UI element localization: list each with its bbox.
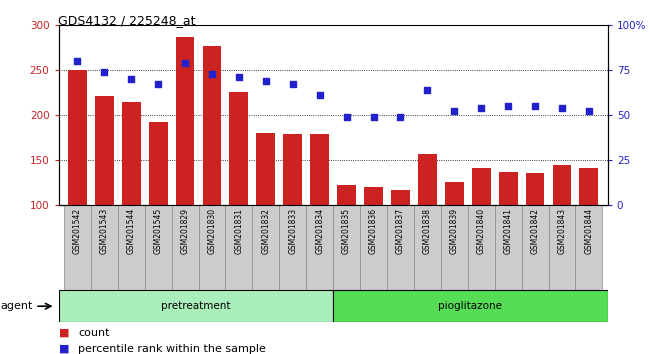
FancyBboxPatch shape (64, 205, 91, 290)
Text: GDS4132 / 225248_at: GDS4132 / 225248_at (58, 14, 196, 27)
Bar (580, 168, 599, 205)
Point (207, 71, 217, 76)
Bar (333, 290, 608, 322)
Point (369, 114, 379, 120)
FancyBboxPatch shape (306, 205, 333, 290)
FancyBboxPatch shape (360, 205, 387, 290)
FancyBboxPatch shape (575, 205, 603, 290)
FancyBboxPatch shape (521, 205, 549, 290)
Bar (391, 190, 410, 205)
FancyBboxPatch shape (280, 205, 306, 290)
Bar (58, 290, 333, 322)
FancyBboxPatch shape (118, 205, 145, 290)
Text: GSM201844: GSM201844 (584, 208, 593, 254)
Text: GSM201831: GSM201831 (235, 208, 243, 254)
Text: agent: agent (0, 301, 32, 311)
FancyBboxPatch shape (91, 205, 118, 290)
FancyBboxPatch shape (226, 205, 252, 290)
Bar (176, 36, 194, 205)
Text: GSM201830: GSM201830 (207, 208, 216, 254)
Point (422, 87, 432, 93)
Point (234, 74, 244, 80)
Point (395, 114, 406, 120)
Bar (310, 134, 329, 205)
Text: GSM201542: GSM201542 (73, 208, 82, 254)
FancyBboxPatch shape (441, 205, 468, 290)
Bar (122, 102, 140, 205)
Text: pioglitazone: pioglitazone (439, 301, 502, 311)
Bar (149, 122, 168, 205)
Text: percentile rank within the sample: percentile rank within the sample (78, 344, 266, 354)
Text: GSM201836: GSM201836 (369, 208, 378, 254)
FancyBboxPatch shape (495, 205, 521, 290)
Point (584, 109, 594, 114)
Text: GSM201841: GSM201841 (504, 208, 513, 254)
Bar (364, 187, 383, 205)
FancyBboxPatch shape (549, 205, 575, 290)
Point (99, 69, 109, 75)
Bar (418, 154, 437, 205)
Bar (337, 185, 356, 205)
FancyBboxPatch shape (387, 205, 414, 290)
Point (72, 58, 83, 64)
Text: GSM201842: GSM201842 (530, 208, 540, 254)
Point (341, 114, 352, 120)
Text: GSM201840: GSM201840 (476, 208, 486, 254)
FancyBboxPatch shape (333, 205, 360, 290)
Bar (552, 165, 571, 205)
FancyBboxPatch shape (198, 205, 226, 290)
FancyBboxPatch shape (172, 205, 198, 290)
Text: GSM201839: GSM201839 (450, 208, 459, 254)
Point (557, 105, 567, 111)
Text: GSM201834: GSM201834 (315, 208, 324, 254)
Point (503, 103, 514, 109)
FancyBboxPatch shape (414, 205, 441, 290)
Text: GSM201835: GSM201835 (342, 208, 351, 254)
Text: GSM201837: GSM201837 (396, 208, 405, 254)
Bar (445, 182, 463, 205)
Point (153, 81, 163, 87)
Text: GSM201829: GSM201829 (181, 208, 190, 254)
Bar (472, 168, 491, 205)
Bar (256, 133, 275, 205)
Point (315, 92, 325, 98)
Bar (526, 173, 545, 205)
Point (261, 78, 271, 84)
Text: GSM201833: GSM201833 (288, 208, 297, 254)
Bar (68, 70, 86, 205)
Bar (95, 96, 114, 205)
Text: GSM201544: GSM201544 (127, 208, 136, 254)
Point (287, 81, 298, 87)
FancyBboxPatch shape (145, 205, 172, 290)
Point (476, 105, 486, 111)
Text: ■: ■ (58, 344, 69, 354)
FancyBboxPatch shape (252, 205, 280, 290)
Text: GSM201838: GSM201838 (423, 208, 432, 254)
Text: count: count (78, 328, 109, 338)
Bar (499, 172, 517, 205)
Text: GSM201543: GSM201543 (99, 208, 109, 254)
Bar (283, 134, 302, 205)
Text: GSM201832: GSM201832 (261, 208, 270, 254)
Text: pretreatment: pretreatment (161, 301, 231, 311)
Text: GSM201545: GSM201545 (153, 208, 162, 254)
Bar (203, 46, 222, 205)
Point (126, 76, 136, 82)
FancyBboxPatch shape (468, 205, 495, 290)
Point (180, 60, 190, 65)
Point (530, 103, 540, 109)
Text: GSM201843: GSM201843 (558, 208, 567, 254)
Text: ■: ■ (58, 328, 69, 338)
Point (449, 109, 460, 114)
Bar (229, 92, 248, 205)
